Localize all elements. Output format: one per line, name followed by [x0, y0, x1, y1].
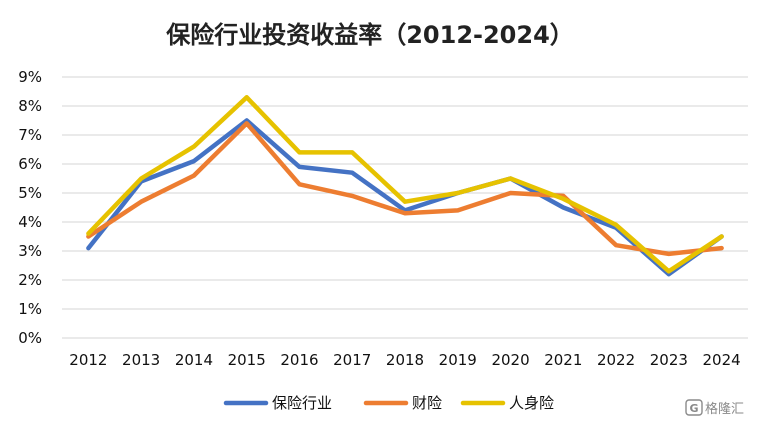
data-point — [720, 246, 724, 250]
y-axis-ticks: 0% 1% 2% 3% 4% 5% 6% 7% 8% 9% — [18, 68, 42, 347]
data-point — [667, 252, 671, 256]
data-point — [561, 197, 565, 201]
x-tick-label: 2020 — [491, 351, 529, 369]
x-tick-label: 2014 — [175, 351, 213, 369]
data-point — [245, 95, 249, 99]
data-point — [192, 159, 196, 163]
data-point — [614, 243, 618, 247]
data-point — [350, 150, 354, 154]
series-lines — [86, 95, 724, 277]
y-tick-label: 2% — [18, 271, 42, 289]
data-point — [86, 246, 90, 250]
legend-label-0: 保险行业 — [272, 394, 332, 412]
data-point — [456, 208, 460, 212]
y-tick-label: 3% — [18, 242, 42, 260]
data-point — [667, 269, 671, 273]
g-logo-icon: G — [685, 399, 703, 416]
data-point — [297, 182, 302, 186]
data-point — [614, 223, 618, 227]
x-tick-label: 2021 — [544, 351, 582, 369]
legend-label-1: 财险 — [412, 394, 442, 412]
data-point — [245, 121, 249, 125]
x-tick-label: 2013 — [122, 351, 160, 369]
y-tick-label: 5% — [18, 184, 42, 202]
data-point — [350, 194, 354, 198]
y-tick-label: 9% — [18, 68, 42, 86]
data-point — [456, 191, 460, 195]
y-tick-label: 0% — [18, 329, 42, 347]
legend: 保险行业 财险 人身险 — [223, 394, 554, 412]
data-point — [561, 205, 565, 210]
data-point — [192, 174, 196, 178]
x-tick-label: 2012 — [69, 351, 107, 369]
data-point — [86, 232, 90, 236]
data-point — [139, 200, 143, 204]
x-tick-label: 2015 — [228, 351, 266, 369]
y-tick-label: 1% — [18, 300, 42, 318]
data-point — [192, 145, 196, 149]
x-tick-label: 2016 — [280, 351, 318, 369]
watermark-text: 格隆汇 — [705, 401, 744, 417]
grid — [62, 76, 748, 339]
data-point — [403, 200, 407, 204]
x-tick-label: 2019 — [439, 351, 477, 369]
data-point — [297, 165, 302, 169]
y-tick-label: 8% — [18, 97, 42, 115]
data-point — [508, 176, 513, 181]
data-point — [350, 171, 354, 175]
watermark: G 格隆汇 — [685, 399, 744, 417]
x-tick-label: 2018 — [386, 351, 424, 369]
data-point — [403, 211, 407, 215]
data-point — [139, 176, 143, 181]
y-tick-label: 6% — [18, 155, 42, 173]
svg-text:G: G — [689, 402, 698, 415]
x-tick-label: 2022 — [597, 351, 635, 369]
data-point — [720, 234, 724, 239]
data-point — [297, 150, 302, 154]
x-axis-ticks: 2012 2013 2014 2015 2016 2017 2018 2019 2020 2021… — [69, 351, 740, 369]
x-tick-label: 2024 — [703, 351, 741, 369]
data-point — [508, 191, 513, 195]
x-tick-label: 2017 — [333, 351, 371, 369]
y-tick-label: 7% — [18, 126, 42, 144]
x-tick-label: 2023 — [650, 351, 688, 369]
legend-label-2: 人身险 — [509, 394, 554, 412]
y-tick-label: 4% — [18, 213, 42, 231]
chart-title: 保险行业投资收益率（2012-2024） — [165, 21, 574, 49]
